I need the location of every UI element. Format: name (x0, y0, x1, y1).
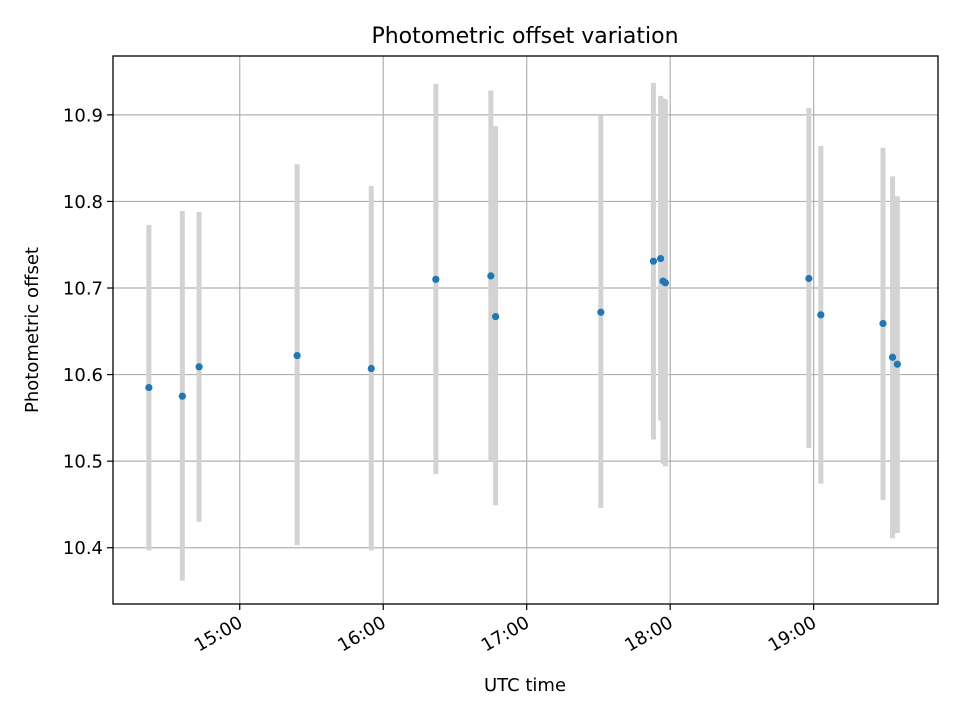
x-tick-label: 19:00 (765, 612, 820, 656)
y-axis-label: Photometric offset (22, 247, 43, 413)
data-points (145, 254, 901, 400)
error-bars (146, 82, 900, 581)
data-point (367, 364, 375, 373)
x-axis-ticks: 15:00 16:00 17:00 18:00 19:00 (191, 604, 820, 656)
data-point (597, 308, 605, 316)
y-axis-ticks: 10.4 10.5 10.6 10.7 10.8 10.9 (63, 105, 113, 559)
y-tick-label: 10.9 (63, 105, 103, 126)
y-tick-label: 10.7 (63, 279, 103, 300)
data-point (805, 274, 813, 283)
x-tick-label: 17:00 (478, 612, 533, 656)
x-tick-label: 15:00 (191, 612, 246, 656)
data-point (178, 392, 186, 400)
y-tick-label: 10.6 (63, 365, 103, 386)
y-tick-label: 10.8 (63, 192, 103, 213)
data-point (661, 279, 669, 287)
data-point (293, 351, 301, 360)
data-point (657, 254, 665, 263)
data-point (487, 272, 495, 280)
data-point (649, 257, 658, 265)
grid (113, 56, 938, 604)
data-point (432, 275, 440, 283)
x-tick-label: 18:00 (621, 612, 676, 656)
data-point (879, 319, 887, 328)
chart-title: Photometric offset variation (371, 24, 678, 49)
data-point (492, 312, 500, 321)
y-tick-label: 10.4 (63, 538, 103, 559)
data-point (195, 363, 203, 371)
x-axis-label: UTC time (484, 675, 566, 696)
data-point (888, 353, 897, 361)
data-point (817, 311, 825, 319)
y-tick-label: 10.5 (63, 452, 103, 473)
data-point (145, 383, 153, 392)
plot-frame (112, 55, 939, 605)
x-tick-label: 16:00 (334, 612, 389, 656)
data-point (893, 360, 901, 368)
